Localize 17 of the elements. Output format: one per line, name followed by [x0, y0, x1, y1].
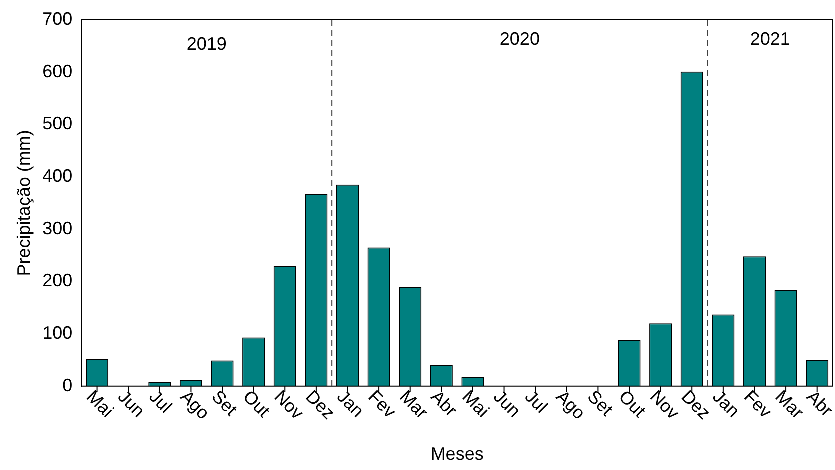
y-tick-label: 400 — [42, 166, 73, 186]
annotation: 2021 — [750, 28, 790, 49]
y-tick-label: 600 — [42, 61, 73, 82]
y-axis-title: Precipitação (mm) — [14, 130, 34, 276]
x-tick-label: Out — [239, 386, 274, 422]
annotation: 2019 — [186, 34, 227, 54]
x-tick-label: Abr — [427, 386, 462, 421]
y-tick-label: 700 — [42, 8, 73, 29]
annotation: 2020 — [500, 28, 540, 49]
y-tick-label: 300 — [42, 218, 73, 238]
y-tick-label: 200 — [42, 270, 73, 291]
x-axis-title: Meses — [430, 444, 484, 464]
y-tick-label: 0 — [62, 375, 73, 396]
x-tick-label: Abr — [803, 386, 835, 421]
x-tick-label: Out — [615, 386, 650, 422]
y-tick-label: 100 — [42, 323, 73, 344]
y-tick-label: 500 — [42, 114, 73, 134]
